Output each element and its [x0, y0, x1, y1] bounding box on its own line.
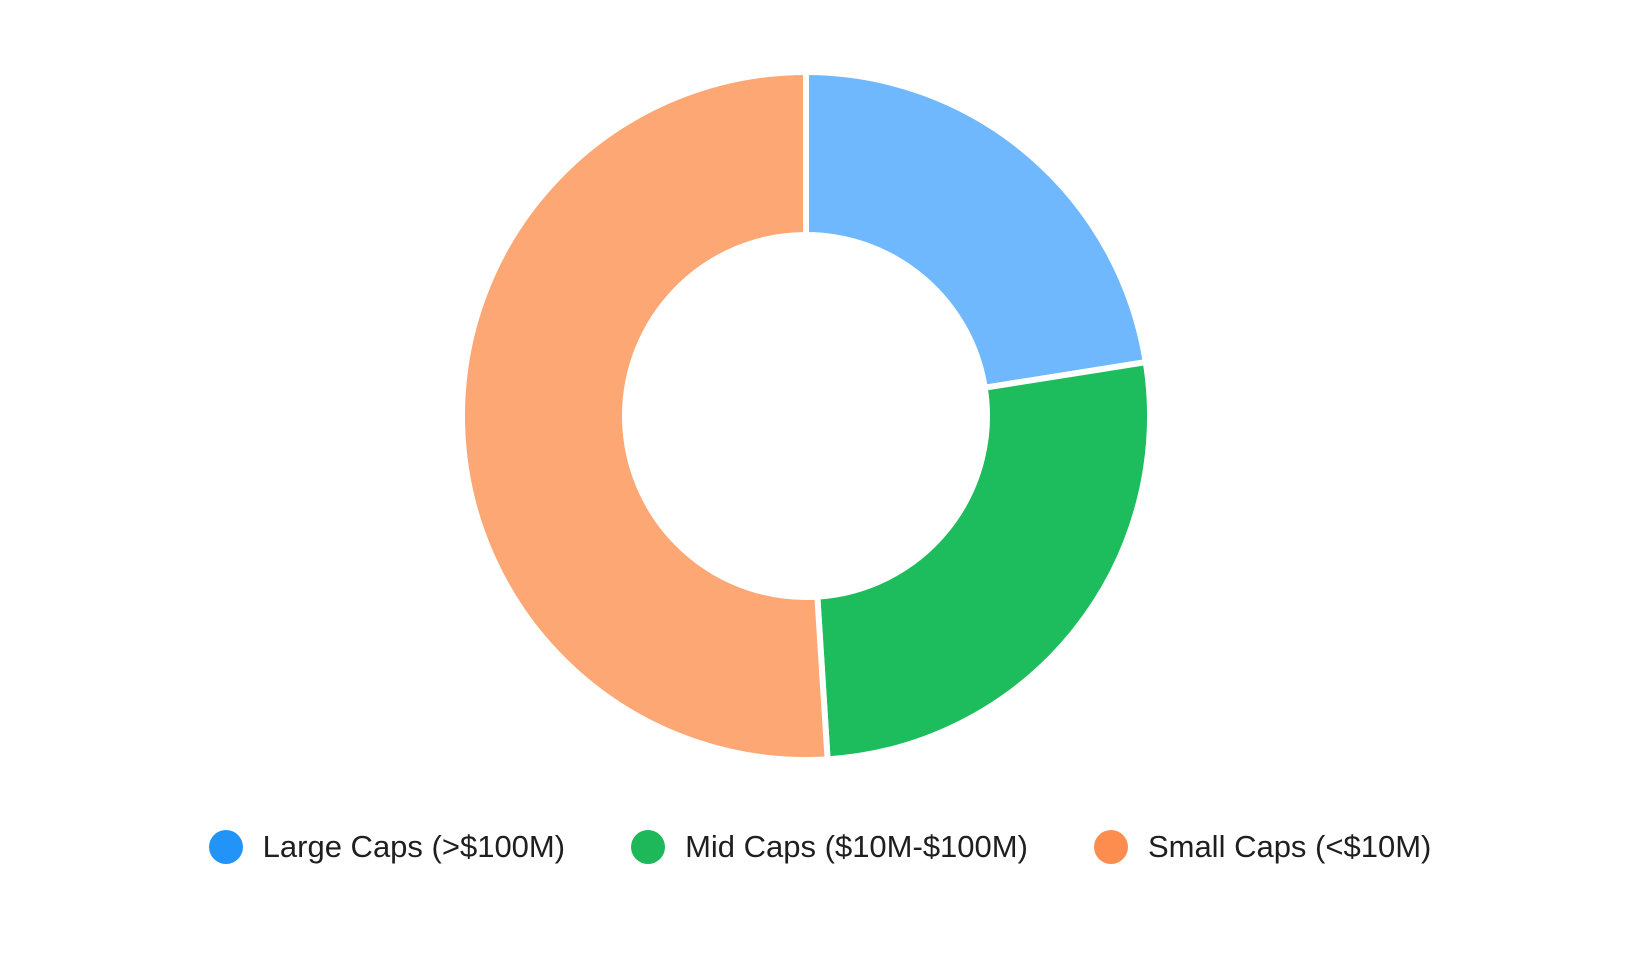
legend-swatch-small-caps: [1093, 830, 1128, 864]
donut-slice-large-caps[interactable]: [803, 69, 1149, 391]
legend-label-large-caps: Large Caps (>$100M): [262, 829, 566, 864]
donut-slice-mid-caps[interactable]: [814, 359, 1153, 763]
donut-slice-small-caps[interactable]: [459, 69, 831, 763]
legend-label-small-caps: Small Caps (<$10M): [1147, 829, 1432, 864]
chart-legend: Large Caps (>$100M) Mid Caps ($10M-$100M…: [0, 822, 1628, 872]
legend-item-large-caps[interactable]: Large Caps (>$100M): [208, 829, 566, 865]
legend-swatch-large-caps: [208, 830, 243, 864]
legend-label-mid-caps: Mid Caps ($10M-$100M): [685, 829, 1028, 864]
legend-item-small-caps[interactable]: Small Caps (<$10M): [1093, 829, 1432, 865]
legend-swatch-mid-caps: [631, 830, 666, 864]
legend-item-mid-caps[interactable]: Mid Caps ($10M-$100M): [631, 829, 1028, 865]
